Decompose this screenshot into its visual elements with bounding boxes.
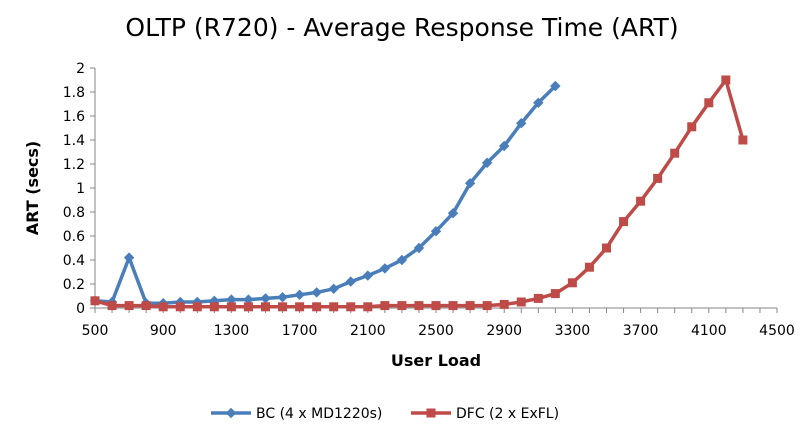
data-point <box>550 289 560 299</box>
data-point <box>277 291 288 303</box>
data-point <box>498 140 510 152</box>
data-point <box>448 301 458 311</box>
data-point <box>430 225 442 237</box>
legend-item: BC (4 x MD1220s) <box>211 406 382 422</box>
data-point <box>670 148 680 158</box>
plot-area: 0 0.2 0.4 0.6 0.8 1 1.2 1.4 1.6 1.8 2 500 900 1300 17… <box>63 61 795 339</box>
data-point <box>516 117 527 129</box>
series-layer <box>89 75 748 312</box>
series-2 <box>90 75 748 312</box>
data-point <box>328 283 339 295</box>
chart-title: OLTP (R720) - Average Response Time (ART… <box>125 13 678 42</box>
x-tick-label: 1300 <box>214 323 250 339</box>
x-tick-label: 900 <box>150 323 177 339</box>
data-point <box>312 302 322 312</box>
data-point <box>619 217 629 227</box>
data-point <box>447 207 459 219</box>
y-tick-label: 0 <box>76 301 85 317</box>
x-tick-label: 1700 <box>282 323 318 339</box>
data-point <box>329 302 339 312</box>
y-tick-label: 1 <box>76 181 85 197</box>
data-point <box>653 173 663 183</box>
data-point <box>294 289 305 301</box>
data-point <box>260 293 271 304</box>
data-point <box>516 297 526 307</box>
data-point <box>413 242 425 254</box>
legend-marker <box>426 408 436 418</box>
data-point <box>464 177 476 189</box>
legend-label: DFC (2 x ExFL) <box>456 406 559 422</box>
data-point <box>158 302 168 312</box>
data-point <box>602 243 611 253</box>
y-axis-title: ART (secs) <box>23 141 42 235</box>
y-tick-label: 1.2 <box>63 157 85 173</box>
data-point <box>141 301 151 311</box>
x-tick-label: 2500 <box>418 323 454 339</box>
data-point <box>261 302 270 312</box>
data-point <box>499 299 509 309</box>
data-point <box>226 302 236 312</box>
legend-marker <box>225 407 237 419</box>
data-point <box>481 157 493 169</box>
data-point <box>636 196 646 206</box>
x-tick-label: 3700 <box>623 323 659 339</box>
y-tick-label: 2 <box>76 61 85 77</box>
data-point <box>90 296 100 306</box>
data-point <box>278 302 288 312</box>
x-axis-title: User Load <box>391 351 481 370</box>
data-point <box>243 302 253 312</box>
data-point <box>687 122 697 132</box>
x-tick-label: 2100 <box>350 323 386 339</box>
legend: BC (4 x MD1220s) DFC (2 x ExFL) <box>211 406 559 422</box>
data-point <box>738 135 748 145</box>
x-tick-label: 4500 <box>759 323 795 339</box>
y-tick-label: 1.8 <box>63 85 85 101</box>
legend-label: BC (4 x MD1220s) <box>256 406 382 422</box>
y-tick-label: 1.6 <box>63 109 85 125</box>
data-point <box>550 80 561 92</box>
series-line <box>94 78 745 309</box>
data-point <box>362 270 374 281</box>
y-tick-label: 1.4 <box>63 133 85 149</box>
data-point <box>192 302 202 312</box>
data-point <box>533 293 543 303</box>
x-tick-label: 4100 <box>691 323 727 339</box>
data-point <box>311 287 322 298</box>
series-1 <box>89 80 561 309</box>
x-tick-label: 3300 <box>555 323 591 339</box>
data-point <box>584 262 594 272</box>
data-point <box>209 302 219 312</box>
x-axis-ticks: 500 900 1300 1700 2100 2500 2900 3300 3700 4100 45… <box>82 308 795 339</box>
data-point <box>567 278 577 288</box>
data-point <box>414 301 424 311</box>
legend-item: DFC (2 x ExFL) <box>411 406 559 422</box>
data-point <box>345 276 356 287</box>
data-point <box>124 301 134 311</box>
data-point <box>380 301 390 311</box>
data-point <box>533 97 544 109</box>
data-point <box>396 254 408 266</box>
data-point <box>431 301 441 311</box>
y-tick-label: 0.8 <box>63 205 85 221</box>
data-point <box>721 75 731 85</box>
data-point <box>465 301 475 311</box>
y-tick-label: 0.2 <box>63 277 85 293</box>
series-line <box>94 84 557 305</box>
data-point <box>704 98 714 108</box>
y-tick-label: 0.6 <box>63 229 85 245</box>
y-axis-ticks: 0 0.2 0.4 0.6 0.8 1 1.2 1.4 1.6 1.8 2 <box>63 61 95 317</box>
x-tick-label: 2900 <box>486 323 522 339</box>
data-point <box>123 252 135 263</box>
data-point <box>346 302 356 312</box>
data-point <box>295 302 305 312</box>
data-point <box>482 301 492 311</box>
data-point <box>397 301 407 311</box>
data-point <box>363 302 373 312</box>
x-tick-label: 500 <box>82 323 109 339</box>
data-point <box>175 302 185 312</box>
y-tick-label: 0.4 <box>63 253 85 269</box>
data-point <box>379 263 391 274</box>
data-point <box>107 301 117 311</box>
